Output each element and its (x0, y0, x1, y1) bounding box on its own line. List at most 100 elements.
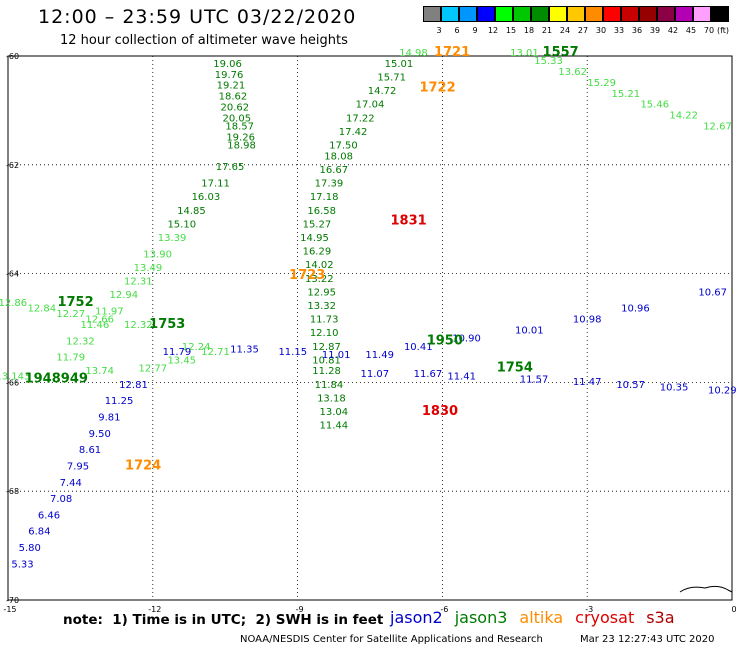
wave-height-value: 10.96 (621, 304, 650, 315)
color-scale-label: 3 (436, 26, 442, 35)
wave-height-value: 15.10 (167, 219, 196, 230)
wave-height-value: 12.87 (312, 342, 341, 353)
wave-height-value: 11.41 (447, 372, 476, 383)
wave-height-value: 20.62 (221, 102, 250, 113)
wave-height-value: 9.50 (89, 429, 111, 440)
color-scale-label: 18 (523, 26, 535, 35)
wave-height-value: 18.08 (324, 151, 353, 162)
color-scale-label: 9 (472, 26, 478, 35)
pass-time-label: 1831 (391, 214, 427, 229)
color-scale-label: 42 (667, 26, 679, 35)
pass-time-label: 1724 (125, 458, 161, 473)
wave-height-value: 11.01 (322, 350, 351, 361)
wave-height-value: 18.98 (227, 140, 256, 151)
chart-title: 12:00 – 23:59 UTC 03/22/2020 (38, 6, 357, 28)
wave-height-value: 17.42 (339, 127, 368, 138)
wave-height-value: 10.57 (616, 380, 645, 391)
wave-height-value: 12.71 (201, 347, 230, 358)
wave-height-value: 14.22 (669, 111, 698, 122)
wave-height-value: 13.32 (307, 301, 336, 312)
map-frame (7, 55, 733, 601)
wave-height-value: 13.39 (158, 233, 187, 244)
wave-height-value: 12.32 (124, 320, 153, 331)
pass-time-label: 1752 (57, 295, 93, 310)
pass-time-label: 1722 (419, 80, 455, 95)
wave-height-value: 19.76 (215, 70, 244, 81)
wave-height-value: 14.95 (300, 233, 329, 244)
longitude-label: -12 (148, 605, 161, 614)
wave-height-value: 7.44 (60, 478, 82, 489)
color-swatch (585, 6, 603, 22)
pass-time-label: 1948949 (25, 371, 88, 386)
wave-height-value: 13.22 (305, 274, 334, 285)
color-swatch (603, 6, 621, 22)
longitude-label: 0 (731, 605, 736, 614)
wave-height-value: 17.11 (201, 179, 230, 190)
wave-height-value: 15.27 (303, 219, 332, 230)
wave-height-value: 13.45 (167, 355, 196, 366)
pass-time-label: 1557 (543, 45, 579, 60)
wave-height-value: 11.15 (278, 347, 307, 358)
wave-height-value: 18.62 (219, 92, 248, 103)
coastline (679, 585, 733, 593)
legend-entry-jason3: jason3 (454, 608, 508, 627)
wave-height-value: 13.04 (319, 407, 348, 418)
color-scale-label: 36 (631, 26, 643, 35)
pass-time-label: 1754 (497, 361, 533, 376)
wave-height-value: 15.29 (587, 78, 616, 89)
wave-height-value: 14.85 (177, 206, 206, 217)
longitude-label: -6 (440, 605, 448, 614)
wave-height-value: 11.28 (312, 366, 341, 377)
wave-height-value: 10.98 (573, 315, 602, 326)
latitude-label: -62 (6, 161, 19, 170)
wave-height-value: 11.57 (520, 374, 549, 385)
wave-height-value: 14.98 (399, 48, 428, 59)
wave-height-value: 17.22 (346, 113, 375, 124)
color-swatch (549, 6, 567, 22)
wave-height-value: 13.143 (0, 372, 30, 383)
footnote: note: 1) Time is in UTC; 2) SWH is in fe… (63, 612, 384, 628)
wave-height-value: 10.90 (452, 334, 481, 345)
satellite-legend: jason2 jason3 altika cryosat s3a (390, 608, 687, 627)
wave-height-value: 13.74 (85, 366, 114, 377)
wave-height-value: 8.61 (79, 445, 101, 456)
wave-height-value: 20.05 (222, 113, 251, 124)
color-swatch (459, 6, 477, 22)
color-scale-label: 30 (595, 26, 607, 35)
wave-height-value: 19.26 (226, 132, 255, 143)
legend-entry-s3a: s3a (646, 608, 675, 627)
wave-height-value: 11.35 (230, 344, 259, 355)
generated-timestamp: Mar 23 12:27:43 UTC 2020 (580, 634, 715, 645)
wave-height-value: 12.32 (66, 336, 95, 347)
wave-height-value: 6.84 (28, 527, 50, 538)
wave-height-value: 13.01 (510, 48, 539, 59)
wave-height-value: 15.46 (640, 100, 669, 111)
legend-entry-jason2: jason2 (390, 608, 443, 627)
wave-height-value: 10.01 (515, 325, 544, 336)
wave-height-value: 13.49 (134, 263, 163, 274)
color-scale-label: 39 (649, 26, 661, 35)
color-scale-label: 12 (487, 26, 499, 35)
wave-height-value: 11.44 (319, 421, 348, 432)
wave-height-value: 11.25 (105, 396, 134, 407)
longitude-label: -3 (585, 605, 593, 614)
wave-height-value: 10.29 (708, 385, 737, 396)
legend-entry-cryosat: cryosat (575, 608, 635, 627)
longitude-label: -9 (296, 605, 304, 614)
wave-height-value: 18.57 (225, 121, 254, 132)
wave-height-value: 19.06 (213, 59, 242, 70)
wave-height-value: 5.33 (11, 559, 33, 570)
color-scale-label: 21 (541, 26, 553, 35)
wave-height-value: 12.10 (310, 328, 339, 339)
wave-height-value: 16.03 (192, 192, 221, 203)
wave-height-value: 7.95 (67, 461, 89, 472)
latitude-label: -64 (6, 270, 19, 279)
wave-height-value: 11.47 (573, 377, 602, 388)
longitude-label: -15 (3, 605, 16, 614)
wave-height-value: 10.41 (404, 342, 433, 353)
wave-height-value: 17.39 (315, 179, 344, 190)
latitude-label: -60 (6, 52, 19, 61)
wave-height-value: 9.81 (98, 412, 120, 423)
color-swatch (531, 6, 549, 22)
wave-height-value: 11.79 (56, 353, 85, 364)
